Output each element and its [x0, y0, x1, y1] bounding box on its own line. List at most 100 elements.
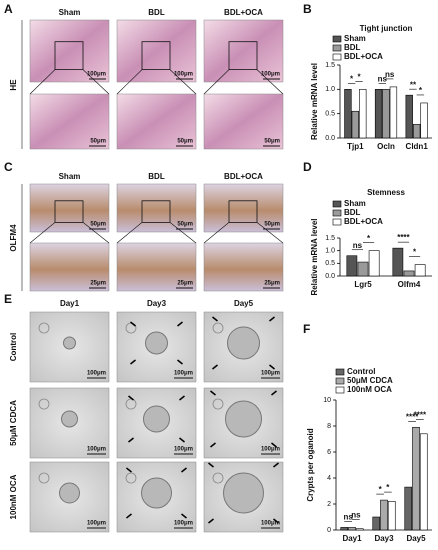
organoid — [227, 326, 260, 360]
legend-label: BDL — [344, 43, 361, 52]
y-tick-label: 1.0 — [325, 248, 335, 255]
scale-bar-label: 100μm — [174, 371, 193, 377]
panel-label: F — [303, 322, 310, 336]
bar — [412, 124, 421, 139]
zoom-line — [169, 69, 197, 95]
organoid — [225, 400, 262, 438]
scale-bar-label: 100μm — [87, 447, 106, 453]
legend-swatch — [335, 377, 345, 385]
bar — [419, 433, 428, 531]
legend-label: 50μM CDCA — [347, 376, 393, 385]
row-label: OLFM4 — [9, 224, 18, 252]
column-header: BDL+OCA — [224, 172, 263, 181]
scale-bar-label: 50μm — [177, 222, 193, 228]
bar — [387, 501, 396, 531]
arrow — [128, 395, 134, 401]
scale-bar-label: 25μm — [264, 281, 280, 287]
y-tick-label: 0.5 — [325, 111, 335, 118]
zoom-line — [203, 222, 230, 244]
column-header: BDL+OCA — [224, 8, 263, 17]
organoid — [38, 322, 50, 334]
organoid — [125, 472, 137, 484]
x-tick-label: Ocln — [377, 142, 395, 151]
chart-title: Tight junction — [360, 24, 413, 33]
row-label: 50μM CDCA — [9, 400, 18, 446]
organoid — [212, 322, 224, 334]
arrow — [126, 467, 132, 473]
bar — [344, 89, 352, 139]
bar — [348, 527, 356, 531]
bar — [414, 264, 426, 277]
significance-label: ns — [353, 241, 363, 250]
column-header: Sham — [59, 172, 81, 181]
bar — [412, 426, 420, 531]
charts: Tight junctionShamBDLBDL+OCA0.00.51.01.5… — [306, 24, 432, 543]
zoom-line — [29, 222, 56, 244]
scale-bar-label: 25μm — [177, 281, 193, 287]
significance-label: * — [413, 248, 417, 257]
legend-label: 100nM OCA — [347, 385, 392, 394]
scale-bar-label: 50μm — [90, 139, 106, 145]
arrow — [126, 513, 132, 519]
x-tick-label: Cldn1 — [406, 142, 429, 151]
scale-bar-label: 100μm — [87, 371, 106, 377]
scale-bar-label: 50μm — [264, 139, 280, 145]
organoid — [63, 336, 76, 350]
y-tick-label: 8 — [327, 423, 331, 430]
organoid — [141, 477, 172, 509]
arrow — [130, 321, 136, 327]
arrow — [130, 359, 136, 365]
zoom-line — [169, 222, 197, 244]
legend-swatch — [332, 53, 342, 61]
bar — [403, 270, 415, 277]
legend-swatch — [332, 218, 342, 226]
column-header: Day5 — [234, 299, 254, 308]
arrow — [179, 395, 185, 401]
legend-label: Sham — [344, 34, 366, 43]
y-axis-label: Relative mRNA level — [310, 218, 319, 295]
panel-label: C — [4, 160, 13, 174]
scale-bar-label: 50μm — [264, 222, 280, 228]
scale-bar-label: 100μm — [261, 72, 280, 78]
arrow — [177, 321, 183, 327]
organoid — [38, 472, 50, 484]
bar — [355, 528, 364, 531]
column-header: BDL — [148, 8, 165, 17]
arrow — [210, 390, 216, 396]
arrow — [177, 359, 183, 365]
zoom-line — [203, 69, 230, 95]
micrograph — [116, 93, 197, 150]
scale-bar-label: 100μm — [174, 447, 193, 453]
arrow — [269, 364, 275, 370]
scale-bar-label: 100μm — [261, 521, 280, 527]
micrograph — [116, 19, 197, 83]
bar — [389, 86, 398, 139]
zoom-line — [82, 222, 110, 244]
bar — [392, 247, 404, 277]
bar — [372, 516, 381, 531]
micrograph — [29, 242, 110, 292]
scale-bar-label: 100μm — [261, 371, 280, 377]
significance-label: * — [350, 74, 354, 83]
arrow — [181, 513, 187, 519]
y-tick-label: 2 — [327, 501, 331, 508]
zoom-line — [256, 222, 284, 244]
x-tick-label: Tjp1 — [347, 142, 364, 151]
y-tick-label: 1.0 — [325, 86, 335, 93]
bar — [346, 255, 358, 277]
bar — [340, 527, 349, 531]
bar — [357, 261, 369, 277]
x-tick-label: Day5 — [406, 534, 426, 543]
y-tick-label: 1.5 — [325, 62, 335, 69]
significance-label: **** — [414, 410, 427, 419]
y-axis-label: Relative mRNA level — [310, 63, 319, 140]
bar — [351, 110, 360, 139]
x-tick-label: Day3 — [374, 534, 394, 543]
zoom-line — [29, 69, 56, 95]
y-tick-label: 4 — [327, 475, 331, 482]
row-label: HE — [9, 79, 18, 91]
legend-swatch — [335, 386, 345, 394]
arrow — [271, 442, 277, 448]
panel-label: E — [4, 292, 12, 306]
significance-label: ns — [385, 70, 395, 79]
